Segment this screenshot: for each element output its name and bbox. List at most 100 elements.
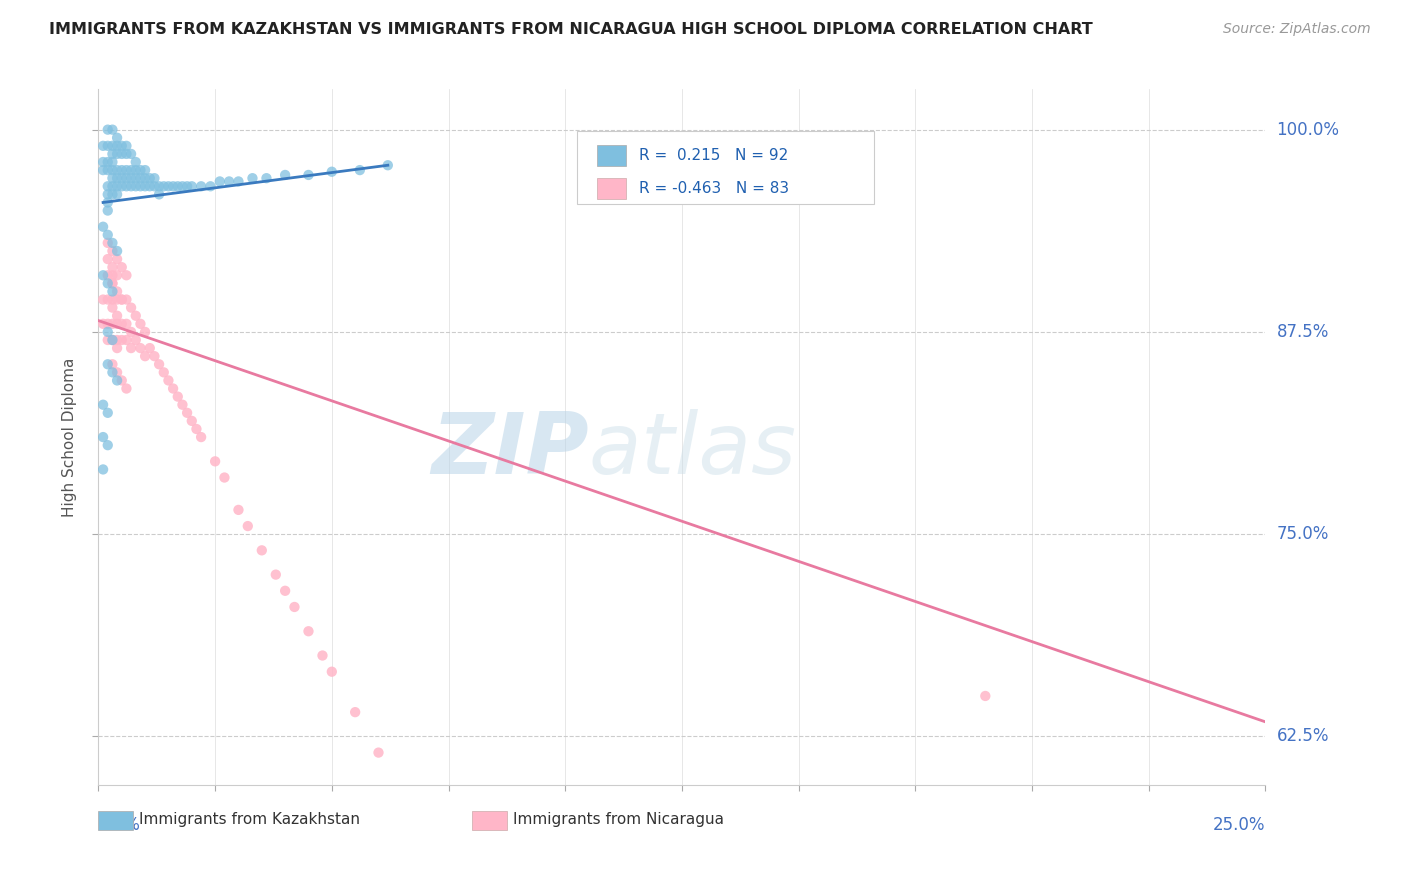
Point — [367, 746, 389, 760]
Point — [180, 414, 202, 428]
Point — [228, 503, 250, 517]
Point — [97, 438, 120, 452]
Point — [97, 325, 120, 339]
Point — [134, 179, 156, 194]
Point — [162, 179, 184, 194]
Point — [91, 398, 114, 412]
Point — [120, 325, 142, 339]
Text: R =  0.215   N = 92: R = 0.215 N = 92 — [638, 148, 787, 163]
Point — [125, 333, 148, 347]
Point — [120, 163, 142, 178]
Point — [101, 268, 124, 283]
Point — [111, 374, 134, 388]
Point — [311, 648, 333, 663]
Point — [125, 163, 148, 178]
Point — [148, 187, 170, 202]
Point — [152, 365, 174, 379]
Point — [101, 138, 124, 153]
FancyBboxPatch shape — [596, 178, 626, 199]
Point — [97, 293, 120, 307]
Text: Source: ZipAtlas.com: Source: ZipAtlas.com — [1223, 22, 1371, 37]
Point — [101, 333, 124, 347]
Point — [139, 171, 162, 186]
Point — [111, 138, 134, 153]
Point — [105, 268, 128, 283]
Point — [105, 187, 128, 202]
Point — [105, 365, 128, 379]
Point — [125, 155, 148, 169]
Point — [139, 179, 162, 194]
Point — [134, 349, 156, 363]
Point — [172, 398, 194, 412]
Point — [129, 179, 152, 194]
Point — [105, 374, 128, 388]
Point — [321, 665, 343, 679]
Point — [148, 179, 170, 194]
Point — [105, 171, 128, 186]
Point — [97, 179, 120, 194]
Point — [437, 867, 460, 881]
Point — [297, 624, 319, 639]
Point — [176, 179, 198, 194]
Point — [105, 341, 128, 355]
Y-axis label: High School Diploma: High School Diploma — [62, 358, 77, 516]
Point — [129, 341, 152, 355]
Point — [101, 163, 124, 178]
Point — [97, 268, 120, 283]
Point — [274, 583, 297, 598]
Point — [125, 179, 148, 194]
Point — [111, 171, 134, 186]
Point — [101, 187, 124, 202]
FancyBboxPatch shape — [472, 811, 508, 830]
Point — [120, 171, 142, 186]
Point — [105, 163, 128, 178]
Point — [208, 174, 231, 188]
Point — [91, 430, 114, 444]
Point — [97, 317, 120, 331]
Point — [143, 349, 166, 363]
Point — [115, 268, 138, 283]
Point — [101, 357, 124, 371]
Point — [101, 171, 124, 186]
Point — [105, 138, 128, 153]
Point — [139, 341, 162, 355]
Point — [97, 122, 120, 136]
Point — [125, 309, 148, 323]
Point — [101, 293, 124, 307]
Point — [228, 174, 250, 188]
Text: 100.0%: 100.0% — [1277, 120, 1340, 138]
Point — [101, 244, 124, 258]
Point — [111, 293, 134, 307]
Text: Immigrants from Nicaragua: Immigrants from Nicaragua — [513, 813, 724, 827]
Point — [97, 357, 120, 371]
Point — [101, 235, 124, 250]
Point — [256, 171, 278, 186]
Point — [974, 689, 997, 703]
Point — [91, 462, 114, 476]
Text: ZIP: ZIP — [430, 409, 589, 492]
Text: 87.5%: 87.5% — [1277, 323, 1329, 341]
Point — [105, 179, 128, 194]
Point — [101, 277, 124, 291]
Point — [105, 317, 128, 331]
Point — [97, 227, 120, 242]
Text: Immigrants from Kazakhstan: Immigrants from Kazakhstan — [139, 813, 360, 827]
Point — [105, 293, 128, 307]
Point — [214, 470, 236, 484]
Point — [120, 147, 142, 161]
Point — [190, 179, 212, 194]
Point — [125, 171, 148, 186]
Point — [166, 179, 188, 194]
Point — [91, 293, 114, 307]
Point — [105, 130, 128, 145]
Text: atlas: atlas — [589, 409, 797, 492]
Point — [111, 333, 134, 347]
Point — [101, 317, 124, 331]
Point — [143, 179, 166, 194]
Point — [264, 567, 287, 582]
Point — [97, 203, 120, 218]
Point — [115, 293, 138, 307]
Point — [101, 260, 124, 275]
Point — [200, 179, 222, 194]
Point — [101, 333, 124, 347]
